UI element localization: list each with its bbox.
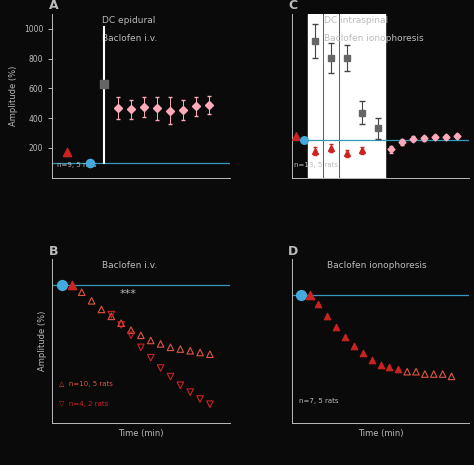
X-axis label: Time (min): Time (min) xyxy=(358,429,403,438)
Point xyxy=(301,136,308,144)
Point xyxy=(403,368,411,375)
Point xyxy=(359,349,366,357)
Point xyxy=(412,368,420,375)
Point xyxy=(108,312,115,320)
Point xyxy=(341,333,349,340)
Text: DC epidural: DC epidural xyxy=(102,16,155,25)
Point xyxy=(368,356,375,364)
Point xyxy=(86,159,93,166)
Point xyxy=(176,381,184,389)
Text: n=9, 5 rats: n=9, 5 rats xyxy=(57,162,97,168)
Point xyxy=(64,149,71,156)
Point xyxy=(167,344,174,351)
Text: Baclofen ionophoresis: Baclofen ionophoresis xyxy=(324,33,423,43)
Bar xyxy=(340,14,354,178)
Text: B: B xyxy=(49,245,58,258)
X-axis label: Time (min): Time (min) xyxy=(118,429,164,438)
Text: ***: *** xyxy=(119,289,137,299)
Text: Baclofen i.v.: Baclofen i.v. xyxy=(102,261,157,270)
Point xyxy=(157,340,164,348)
Text: C: C xyxy=(288,0,297,12)
Point xyxy=(78,288,85,296)
Y-axis label: Amplitude (%): Amplitude (%) xyxy=(9,66,18,126)
Point xyxy=(68,282,76,289)
Text: D: D xyxy=(288,245,299,258)
Point xyxy=(448,372,456,380)
Point xyxy=(127,332,135,339)
Point xyxy=(315,300,322,308)
Point xyxy=(323,312,331,319)
Text: n=7, 5 rats: n=7, 5 rats xyxy=(299,398,338,404)
Bar xyxy=(371,14,385,178)
Text: ▽  n=4, 2 rats: ▽ n=4, 2 rats xyxy=(59,401,109,407)
Point xyxy=(127,326,135,334)
Text: A: A xyxy=(49,0,58,12)
Point xyxy=(430,370,438,378)
Bar xyxy=(308,14,322,178)
Point xyxy=(439,370,447,378)
Point xyxy=(88,297,95,305)
Point xyxy=(147,354,155,361)
Point xyxy=(385,363,393,371)
Point xyxy=(118,319,125,327)
Point xyxy=(421,370,428,378)
Text: Baclofen ionophoresis: Baclofen ionophoresis xyxy=(327,261,427,270)
Point xyxy=(58,282,66,289)
Point xyxy=(137,332,145,339)
Point xyxy=(377,361,384,368)
Point xyxy=(186,347,194,354)
Point xyxy=(137,344,145,351)
Point xyxy=(306,291,313,298)
Point xyxy=(196,349,204,356)
Point xyxy=(147,337,155,344)
Text: △  n=10, 5 rats: △ n=10, 5 rats xyxy=(59,381,113,387)
Point xyxy=(206,351,214,358)
Point xyxy=(176,345,184,353)
Text: n=13, 5 rats: n=13, 5 rats xyxy=(293,162,337,168)
Bar xyxy=(356,14,370,178)
Point xyxy=(100,80,108,87)
Point xyxy=(157,364,164,372)
Point xyxy=(196,395,204,403)
Point xyxy=(108,311,115,319)
Point xyxy=(167,373,174,380)
Point xyxy=(118,321,125,329)
Bar xyxy=(324,14,338,178)
Point xyxy=(98,306,105,313)
Text: Baclofen i.v.: Baclofen i.v. xyxy=(102,33,157,43)
Y-axis label: Amplitude (%): Amplitude (%) xyxy=(37,311,46,372)
Point xyxy=(350,342,358,350)
Point xyxy=(394,365,402,373)
Point xyxy=(186,388,194,396)
Point xyxy=(292,132,300,140)
Point xyxy=(206,400,214,408)
Text: DC intraspinal: DC intraspinal xyxy=(324,16,388,25)
Point xyxy=(332,324,340,331)
Point xyxy=(297,291,304,298)
